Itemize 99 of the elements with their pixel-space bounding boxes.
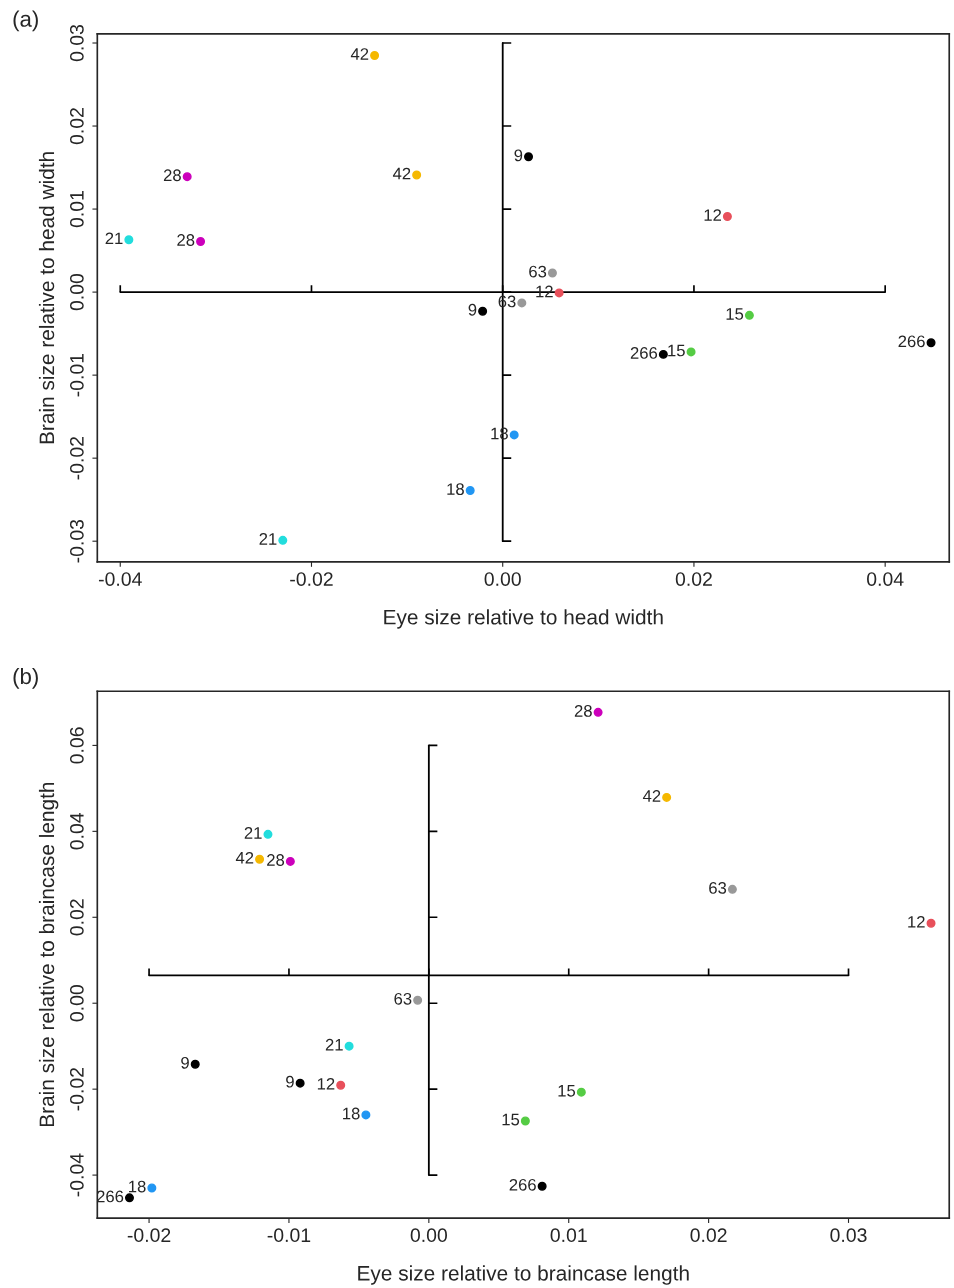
annotation: 12 [908, 915, 925, 928]
annotation: 63 [394, 992, 412, 1005]
y-tick-label: 0.01 [69, 191, 84, 228]
point [744, 310, 754, 320]
annotation: 15 [558, 1085, 576, 1097]
y-tick-label: 0.03 [69, 24, 84, 62]
annotation: 15 [502, 1113, 520, 1126]
annotation: 15 [668, 344, 685, 357]
point [255, 854, 265, 864]
point [344, 1041, 354, 1051]
point [361, 1110, 371, 1120]
point [182, 172, 192, 182]
point [465, 486, 475, 496]
point [926, 338, 936, 348]
y-axis-title: Brain size relative to braincase length [38, 782, 59, 1127]
annotation: 9 [181, 1056, 189, 1069]
annotation: 9 [286, 1075, 294, 1088]
chart-title: (a) [13, 10, 38, 32]
point [524, 152, 534, 162]
y-tick-label: 0.00 [69, 273, 84, 311]
point [537, 1181, 547, 1191]
y-tick-label: 0.04 [69, 812, 84, 850]
x-tick-label: 0.04 [867, 572, 904, 586]
y-tick-label: 0.02 [69, 899, 84, 936]
point [336, 1080, 346, 1090]
annotation: 28 [574, 705, 592, 717]
x-tick-label: 0.02 [675, 572, 712, 586]
x-tick-label: 0.00 [410, 1228, 448, 1243]
point [662, 792, 672, 802]
chart-title: (b) [13, 667, 38, 689]
x-tick-label: -0.02 [127, 1228, 171, 1243]
annotation: 42 [392, 167, 411, 180]
point [658, 349, 668, 359]
point [285, 856, 295, 866]
point [413, 995, 423, 1005]
annotation: 15 [726, 308, 744, 320]
x-tick-label: -0.02 [290, 572, 333, 586]
annotation: 42 [235, 851, 254, 864]
point [576, 1087, 586, 1097]
point [263, 829, 273, 839]
y-axis-title: Brain size relative to head width [38, 152, 55, 444]
point [370, 50, 380, 60]
annotation: 28 [267, 854, 285, 866]
point [147, 1183, 157, 1193]
point [926, 918, 936, 928]
point [278, 535, 288, 545]
x-tick-label: 0.01 [550, 1228, 587, 1243]
point [124, 235, 134, 245]
annotation: 63 [709, 882, 727, 894]
annotation: 21 [259, 533, 277, 545]
annotation: 28 [163, 169, 181, 182]
x-axis-title: Eye size relative to braincase length [358, 1265, 689, 1285]
annotation: 9 [468, 303, 477, 316]
y-tick-label: -0.02 [69, 436, 84, 480]
y-tick-label: 0.00 [69, 985, 84, 1022]
point [190, 1059, 200, 1069]
annotation: 18 [447, 483, 464, 496]
point [509, 430, 519, 440]
annotation: 21 [105, 232, 123, 245]
annotation: 12 [317, 1077, 335, 1090]
point [520, 1116, 530, 1126]
point [554, 288, 564, 298]
annotation: 266 [509, 1178, 536, 1191]
y-tick-label: -0.01 [69, 353, 84, 397]
annotation: 42 [642, 790, 661, 802]
annotation: 266 [630, 347, 658, 359]
annotation: 18 [129, 1180, 146, 1193]
annotation: 21 [325, 1038, 343, 1051]
y-tick-label: -0.03 [69, 519, 84, 563]
x-tick-label: 0.03 [830, 1228, 867, 1243]
point [722, 212, 732, 222]
x-axis-title: Eye size relative to head width [384, 609, 663, 629]
x-tick-label: 0.02 [690, 1228, 727, 1243]
point [686, 347, 696, 357]
point [727, 884, 737, 894]
annotation: 63 [529, 265, 547, 278]
point [196, 236, 206, 246]
y-tick-label: 0.06 [69, 727, 84, 764]
annotation: 9 [514, 149, 523, 162]
point [517, 298, 527, 308]
annotation: 28 [177, 234, 195, 246]
annotation: 266 [96, 1190, 124, 1203]
x-tick-label: -0.04 [98, 572, 142, 586]
point [593, 707, 603, 717]
annotation: 266 [898, 335, 925, 348]
annotation: 18 [343, 1107, 360, 1120]
point [412, 170, 422, 180]
y-tick-label: -0.04 [69, 1153, 84, 1197]
y-tick-label: 0.02 [69, 108, 84, 145]
annotation: 21 [244, 827, 262, 839]
y-tick-label: -0.02 [69, 1067, 84, 1111]
x-tick-label: 0.00 [484, 572, 521, 586]
point [547, 268, 557, 278]
annotation: 12 [704, 209, 722, 221]
point [478, 306, 488, 316]
point [124, 1193, 134, 1203]
point [295, 1078, 305, 1088]
x-tick-label: -0.01 [267, 1228, 311, 1243]
annotation: 42 [350, 48, 369, 60]
